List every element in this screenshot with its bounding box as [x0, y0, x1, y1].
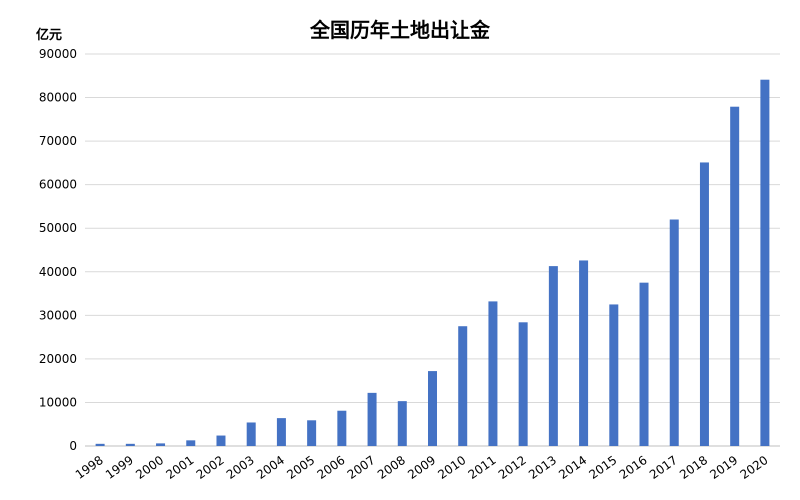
bar-2002: [216, 435, 226, 446]
x-tick-label: 2008: [375, 453, 408, 482]
bar-2014: [579, 260, 589, 446]
x-tick-label: 2004: [254, 453, 287, 482]
x-tick-label: 2015: [586, 453, 619, 482]
bar-2011: [488, 301, 498, 446]
y-tick-label: 20000: [39, 352, 77, 366]
bar-1999: [125, 443, 135, 446]
y-axis-unit-label: 亿元: [36, 28, 63, 43]
x-tick-label: 2001: [163, 453, 196, 482]
y-tick-label: 70000: [39, 134, 77, 148]
x-tick-label: 2018: [677, 453, 710, 482]
bar-2010: [458, 326, 468, 446]
x-tick-label: 2006: [315, 453, 348, 482]
y-tick-label: 30000: [39, 308, 77, 322]
bar-2000: [156, 443, 166, 446]
bar-2015: [609, 304, 619, 446]
x-tick-label: 2007: [345, 453, 378, 482]
bar-2004: [276, 418, 286, 446]
bar-2012: [518, 322, 528, 446]
y-tick-label: 80000: [39, 91, 77, 105]
x-tick-label: 2000: [133, 453, 166, 482]
bar-2008: [397, 401, 407, 446]
x-tick-label: 2013: [526, 453, 559, 482]
x-tick-label: 2017: [647, 453, 680, 482]
bar-2005: [307, 420, 317, 446]
x-tick-label: 2005: [284, 453, 317, 482]
bar-2007: [367, 392, 377, 446]
y-tick-label: 50000: [39, 221, 77, 235]
y-tick-label: 90000: [39, 47, 77, 61]
x-tick-label: 2014: [556, 453, 589, 482]
y-tick-label: 0: [69, 439, 77, 453]
bar-2018: [699, 162, 709, 446]
x-tick-label: 2020: [738, 453, 771, 482]
bar-2006: [337, 410, 347, 446]
bar-2017: [669, 219, 679, 446]
chart-title: 全国历年土地出让金: [310, 18, 490, 42]
bar-1998: [95, 443, 105, 446]
x-tick-label: 1998: [73, 453, 106, 482]
x-tick-label: 2003: [224, 453, 257, 482]
bar-2020: [760, 79, 770, 446]
bar-2013: [548, 266, 558, 446]
y-tick-label: 40000: [39, 265, 77, 279]
x-tick-label: 2012: [496, 453, 529, 482]
y-tick-label: 60000: [39, 178, 77, 192]
x-tick-label: 2002: [194, 453, 227, 482]
bar-2003: [246, 422, 256, 446]
x-tick-label: 2019: [707, 453, 740, 482]
bar-2019: [730, 106, 740, 447]
x-tick-label: 2016: [617, 453, 650, 482]
y-tick-label: 10000: [39, 395, 77, 409]
x-tick-label: 2011: [466, 453, 499, 482]
x-tick-label: 2010: [435, 453, 468, 482]
x-tick-label: 2009: [405, 453, 438, 482]
bar-2001: [186, 440, 196, 446]
bar-2016: [639, 282, 649, 446]
x-tick-label: 1999: [103, 453, 136, 482]
bar-2009: [428, 371, 437, 446]
